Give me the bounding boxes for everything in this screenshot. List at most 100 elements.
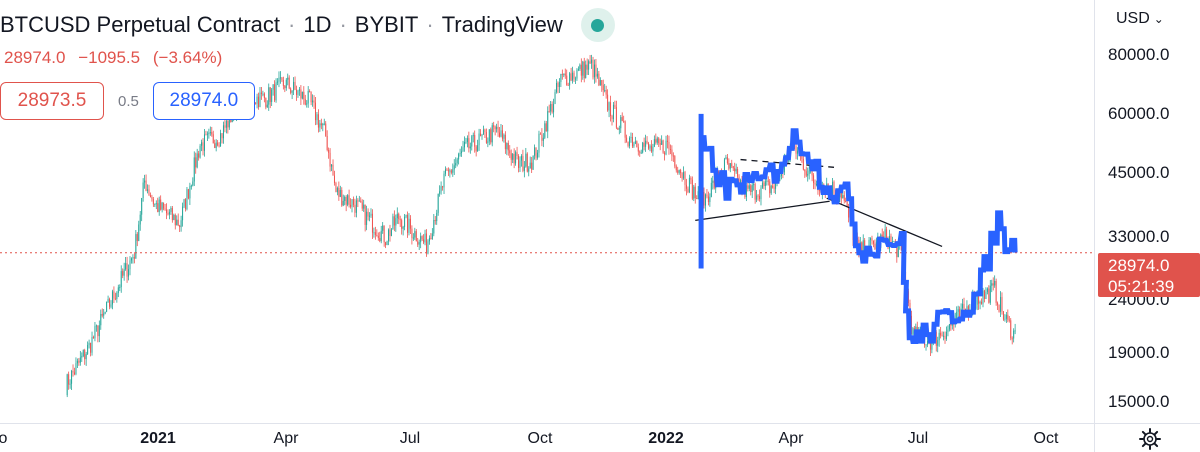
candle-body bbox=[577, 69, 579, 71]
candle-body bbox=[579, 64, 581, 70]
candle-body bbox=[566, 75, 568, 85]
buy-button[interactable]: 28974.0 bbox=[152, 82, 255, 120]
candle-body bbox=[745, 185, 747, 198]
sell-button[interactable]: 28973.5 bbox=[0, 82, 104, 120]
candle-body bbox=[382, 225, 384, 231]
candle-body bbox=[114, 298, 116, 300]
time-axis-label: Apr bbox=[778, 430, 804, 447]
candle-body bbox=[167, 213, 169, 215]
market-status-indicator[interactable] bbox=[580, 8, 615, 42]
candle-body bbox=[759, 195, 761, 200]
candle-body bbox=[499, 132, 501, 137]
currency-label: USD bbox=[1116, 10, 1150, 27]
candle-body bbox=[190, 185, 192, 187]
currency-selector[interactable]: USD ⌄ bbox=[1116, 10, 1164, 28]
candle-body bbox=[944, 335, 946, 339]
candle-body bbox=[278, 77, 280, 82]
candle-body bbox=[506, 143, 508, 150]
candle-body bbox=[554, 92, 556, 104]
candle-body bbox=[113, 291, 115, 299]
candle-body bbox=[653, 139, 655, 147]
candle-body bbox=[528, 168, 530, 172]
candle-body bbox=[317, 114, 319, 128]
candle-body bbox=[205, 134, 207, 136]
candle-body bbox=[713, 180, 715, 189]
candle-body bbox=[956, 311, 958, 319]
candle-body bbox=[323, 123, 325, 125]
candle-body bbox=[814, 183, 816, 185]
candle-body bbox=[168, 211, 170, 215]
candle-body bbox=[604, 90, 606, 92]
candle-body bbox=[580, 64, 582, 76]
time-axis-label: Jul bbox=[399, 430, 421, 447]
candle-body bbox=[795, 146, 797, 154]
candle-body bbox=[890, 235, 892, 242]
candle-body bbox=[165, 209, 168, 214]
candle-body bbox=[82, 350, 84, 357]
candle-body bbox=[342, 200, 344, 206]
candle-body bbox=[294, 81, 296, 90]
time-axis-label: Jul bbox=[907, 430, 929, 447]
candle-body bbox=[420, 236, 422, 243]
candle-body bbox=[69, 383, 71, 385]
candle-body bbox=[589, 61, 591, 64]
candle-body bbox=[447, 170, 449, 172]
candle-body bbox=[555, 83, 558, 93]
candle-body bbox=[120, 271, 122, 288]
candle-body bbox=[284, 85, 286, 89]
candle-body bbox=[534, 147, 536, 156]
candle-body bbox=[605, 90, 607, 95]
candle-body bbox=[484, 129, 486, 133]
candle-body bbox=[729, 163, 731, 169]
gear-icon[interactable] bbox=[1138, 427, 1162, 451]
candle-body bbox=[813, 175, 815, 184]
candle-body bbox=[978, 295, 980, 304]
candle-body bbox=[767, 180, 769, 182]
candle-body bbox=[301, 91, 303, 99]
candle-body bbox=[260, 92, 262, 94]
candle-body bbox=[163, 202, 165, 209]
candle-body bbox=[490, 129, 492, 143]
candle-body bbox=[173, 214, 175, 221]
candle-body bbox=[125, 263, 127, 270]
candle-body bbox=[263, 93, 265, 99]
candle-body bbox=[897, 245, 899, 258]
price-chart[interactable] bbox=[0, 0, 1094, 423]
interval-label[interactable]: 1D bbox=[303, 12, 332, 37]
candle-body bbox=[444, 169, 446, 174]
candle-body bbox=[366, 211, 368, 225]
candle-body bbox=[951, 323, 953, 326]
candle-body bbox=[199, 145, 201, 158]
candle-body bbox=[401, 220, 403, 229]
candle-body bbox=[572, 72, 574, 81]
candle-body bbox=[415, 231, 417, 242]
candle-body bbox=[128, 269, 130, 277]
candle-body bbox=[796, 150, 799, 154]
candle-body bbox=[997, 302, 999, 305]
candle-body bbox=[386, 241, 388, 245]
candle-body bbox=[503, 134, 505, 139]
candle-body bbox=[992, 283, 994, 286]
candle-body bbox=[182, 206, 184, 221]
candle-body bbox=[907, 291, 910, 303]
candle-body bbox=[732, 166, 734, 169]
candle-body bbox=[862, 240, 864, 256]
price-axis-label: 33000.0 bbox=[1108, 227, 1170, 246]
candle-body bbox=[290, 88, 292, 93]
candle-body bbox=[881, 234, 883, 237]
candle-body bbox=[707, 196, 709, 203]
candle-body bbox=[84, 350, 86, 360]
candle-body bbox=[542, 137, 544, 141]
candle-body bbox=[316, 114, 318, 121]
candle-body bbox=[193, 157, 195, 182]
candle-body bbox=[430, 237, 432, 239]
candle-body bbox=[991, 283, 993, 286]
candle-body bbox=[940, 332, 942, 336]
candle-body bbox=[687, 188, 689, 193]
symbol-title[interactable]: BTCUSD Perpetual Contract bbox=[0, 12, 280, 37]
candle-body bbox=[450, 170, 452, 173]
candle-body bbox=[896, 242, 898, 258]
candle-body bbox=[788, 159, 790, 162]
candle-body bbox=[872, 240, 874, 244]
candle-body bbox=[560, 73, 562, 82]
